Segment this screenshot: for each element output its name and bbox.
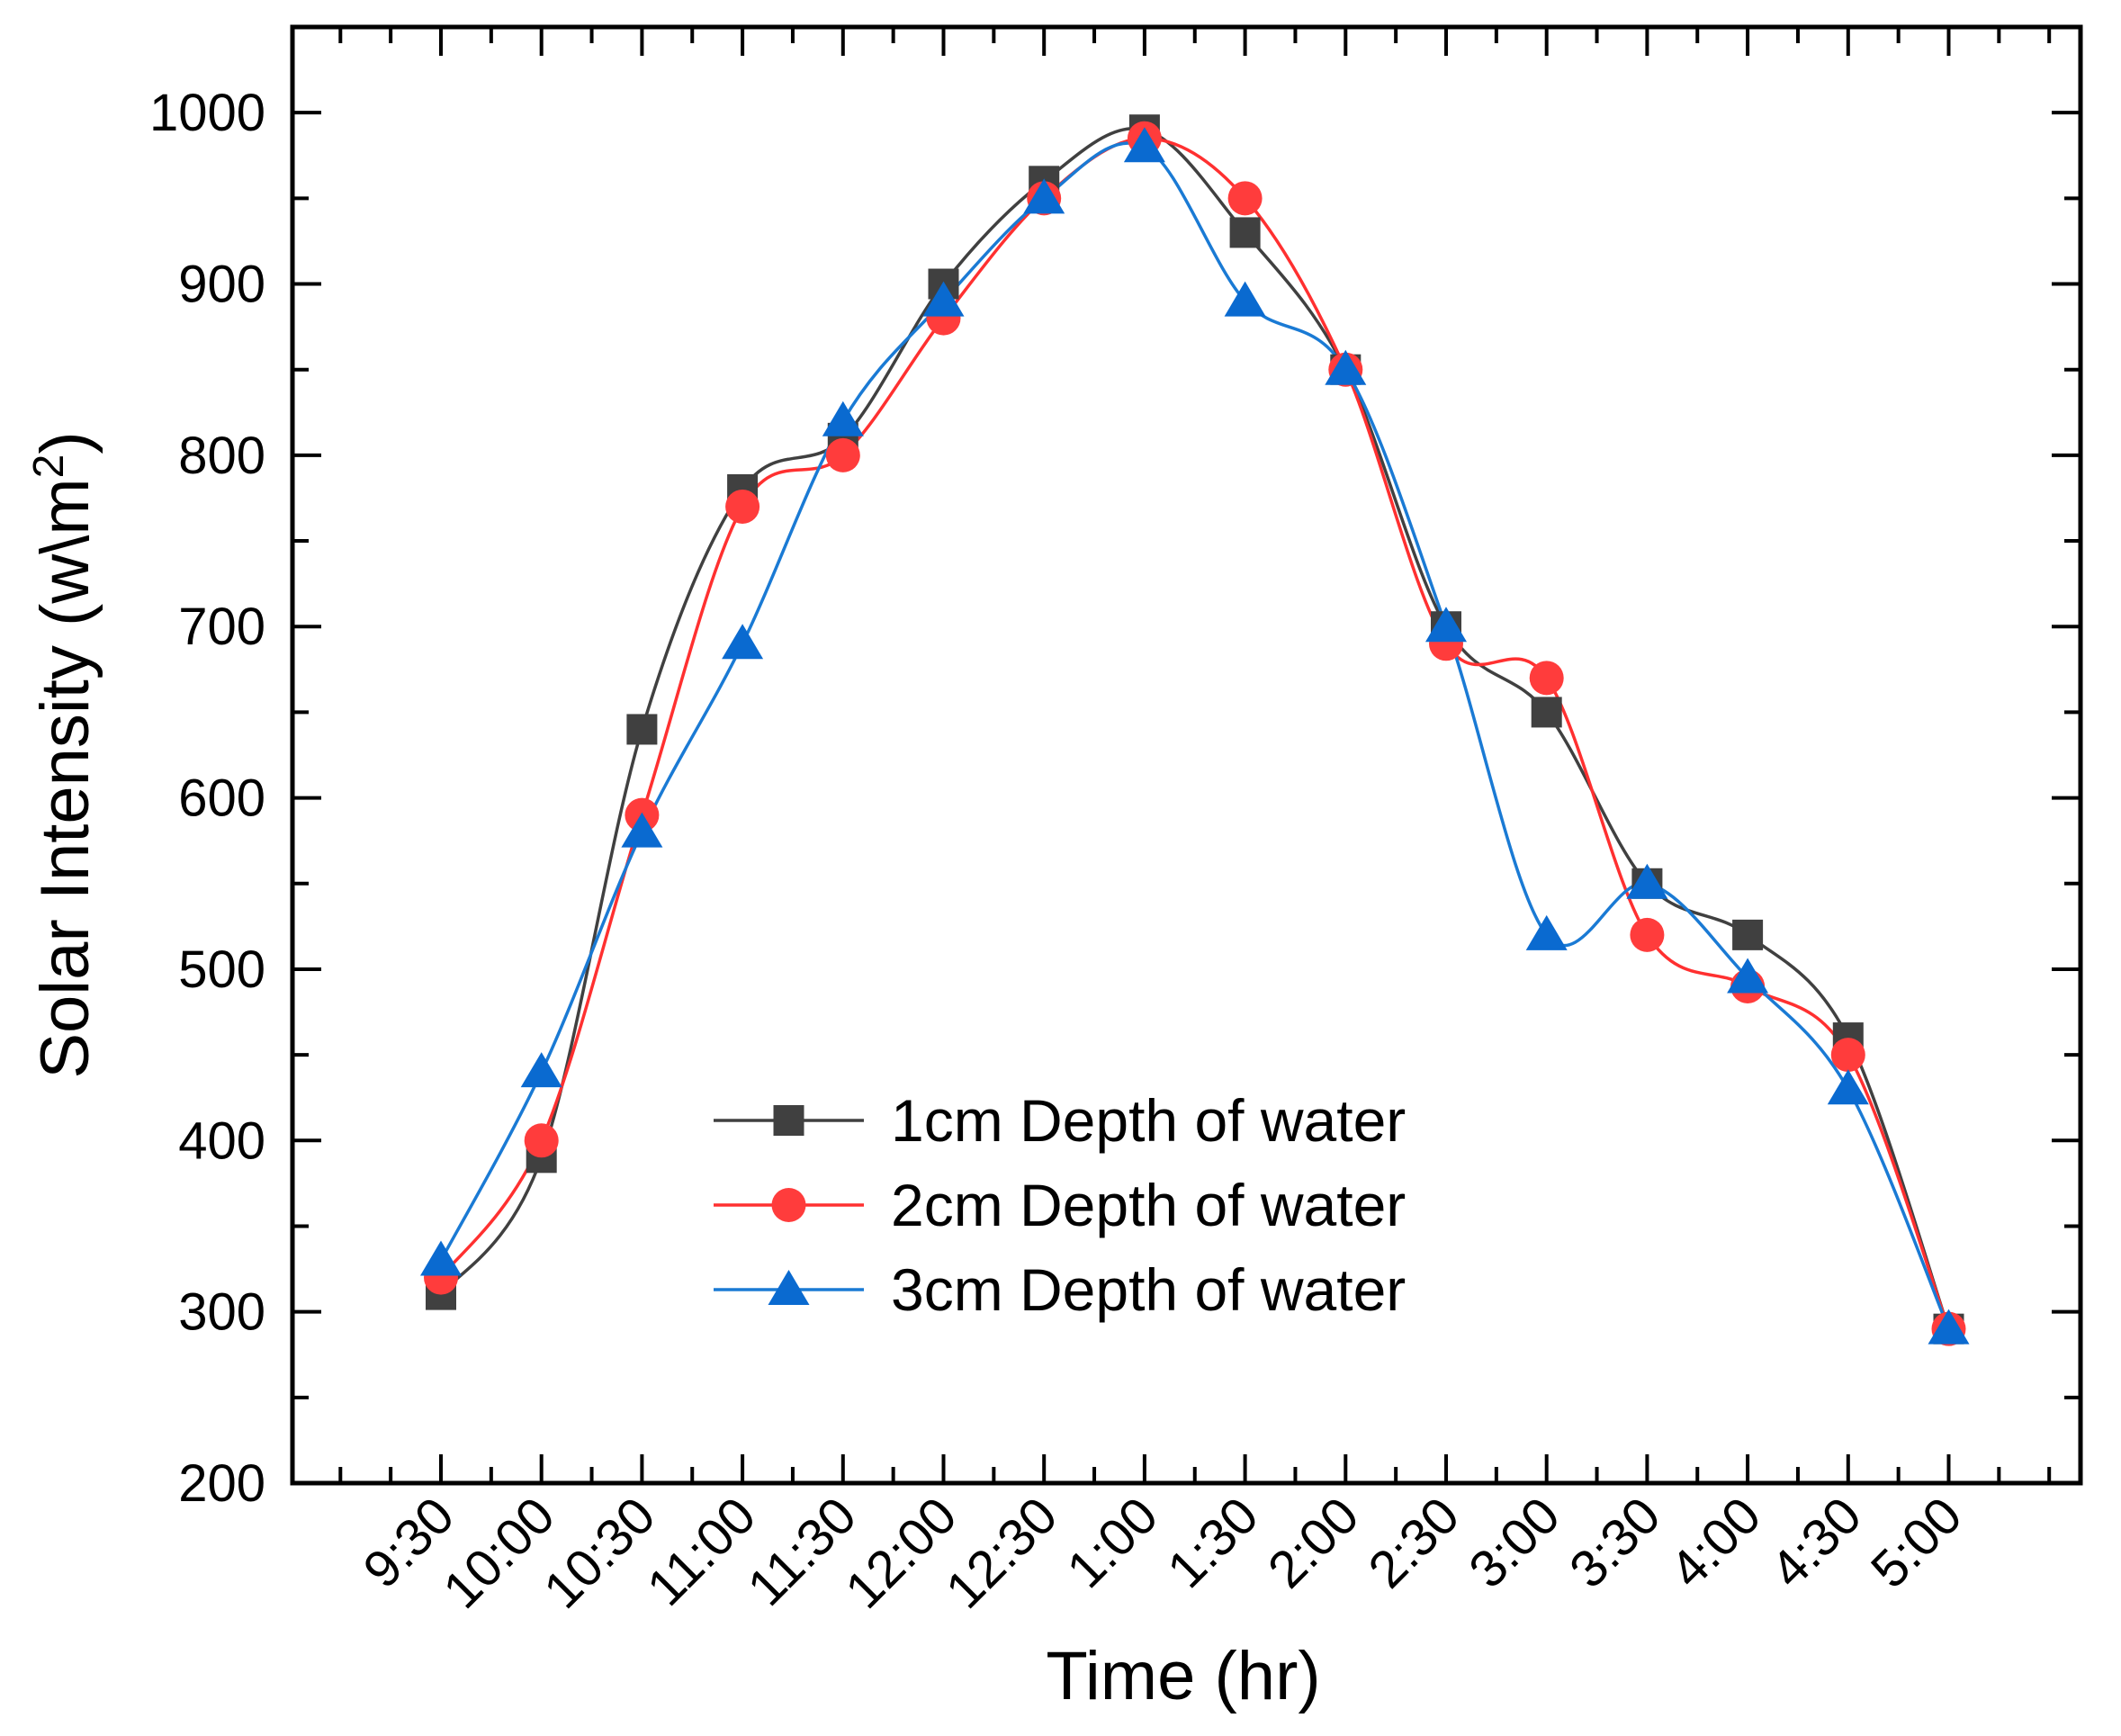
y-axis-title-superscript: 2 (25, 454, 73, 479)
series-3-point (1224, 281, 1266, 317)
series-3-point (1325, 349, 1367, 385)
legend-marker-3 (768, 1270, 810, 1305)
x-tick-label: 4:30 (1759, 1486, 1873, 1599)
y-axis-title-main: Solar Intensity (w\m (27, 478, 103, 1078)
x-tick-label: 11:30 (736, 1486, 867, 1617)
y-tick-label: 400 (178, 1111, 265, 1170)
legend-marker-2 (771, 1188, 806, 1222)
legend-marker-1 (773, 1105, 804, 1136)
series-3-point (1827, 1069, 1869, 1105)
x-tick-label: 10:00 (432, 1486, 566, 1620)
x-tick-label: 10:30 (533, 1486, 667, 1620)
y-tick-label: 300 (178, 1283, 265, 1342)
series-2-point (1630, 917, 1665, 952)
series-1-point (626, 714, 658, 745)
axis-ticks (292, 27, 2081, 1483)
series-3-point (1123, 127, 1165, 163)
series-3-point (822, 400, 864, 436)
series-3-point (922, 281, 965, 317)
series-3-point (1525, 914, 1568, 950)
y-tick-label: 900 (178, 256, 265, 314)
series-3-point (1727, 958, 1769, 994)
series-line-3 (439, 141, 1951, 1330)
x-tick-label: 2:30 (1357, 1486, 1470, 1599)
x-tick-label: 2:00 (1257, 1486, 1371, 1599)
y-tick-label: 800 (178, 427, 265, 485)
series-2-point (725, 489, 760, 524)
series-3-point (621, 812, 663, 848)
series-3-point (1626, 863, 1668, 899)
x-tick-label: 1:30 (1156, 1486, 1270, 1599)
y-tick-label: 600 (178, 769, 265, 828)
legend: 1cm Depth of water 2cm Depth of water 3cm … (714, 1087, 1406, 1323)
y-tick-label: 500 (178, 940, 265, 999)
legend-label-2: 2cm Depth of water (891, 1172, 1406, 1238)
x-tick-label: 3:30 (1559, 1486, 1672, 1599)
series-2-point (1529, 661, 1564, 696)
series-2-point (1227, 181, 1263, 216)
x-tick-labels: 9:3010:0010:3011:0011:3012:0012:301:001:… (352, 1486, 1973, 1620)
y-tick-label: 200 (178, 1454, 265, 1513)
series-2-point (825, 437, 860, 472)
plot-frame (290, 24, 2083, 1486)
series-1-point (1732, 919, 1764, 950)
series-1-point (1229, 217, 1261, 248)
y-tick-labels: 200 300 400 500 600 700 800 900 1000 (149, 84, 265, 1513)
legend-label-3: 3cm Depth of water (891, 1256, 1406, 1323)
series-1-point (1531, 697, 1562, 728)
series-3-point (1928, 1309, 1970, 1345)
series-2-point (524, 1123, 559, 1158)
x-axis-title: Time (hr) (1046, 1638, 1320, 1714)
y-axis-title: Solar Intensity (w\m2) (25, 431, 103, 1078)
x-tick-label: 11:00 (636, 1486, 768, 1617)
x-tick-label: 12:00 (834, 1486, 968, 1620)
x-tick-label: 5:00 (1860, 1486, 1973, 1599)
series-3-point (1425, 607, 1467, 643)
series-3-point (420, 1240, 462, 1276)
y-tick-label: 1000 (149, 84, 265, 142)
series-3-point (1023, 178, 1065, 214)
x-tick-label: 12:30 (935, 1486, 1069, 1620)
series-2-point (1830, 1038, 1865, 1073)
x-tick-label: 4:00 (1659, 1486, 1773, 1599)
y-axis-title-close: ) (27, 431, 103, 454)
y-tick-label: 700 (178, 598, 265, 656)
series-markers (420, 114, 1970, 1346)
legend-label-1: 1cm Depth of water (891, 1087, 1406, 1154)
series-line-2 (439, 136, 1951, 1330)
series-3-point (520, 1052, 562, 1088)
series-3-point (722, 624, 764, 660)
x-tick-label: 3:00 (1458, 1486, 1571, 1599)
x-tick-label: 1:00 (1056, 1486, 1169, 1599)
